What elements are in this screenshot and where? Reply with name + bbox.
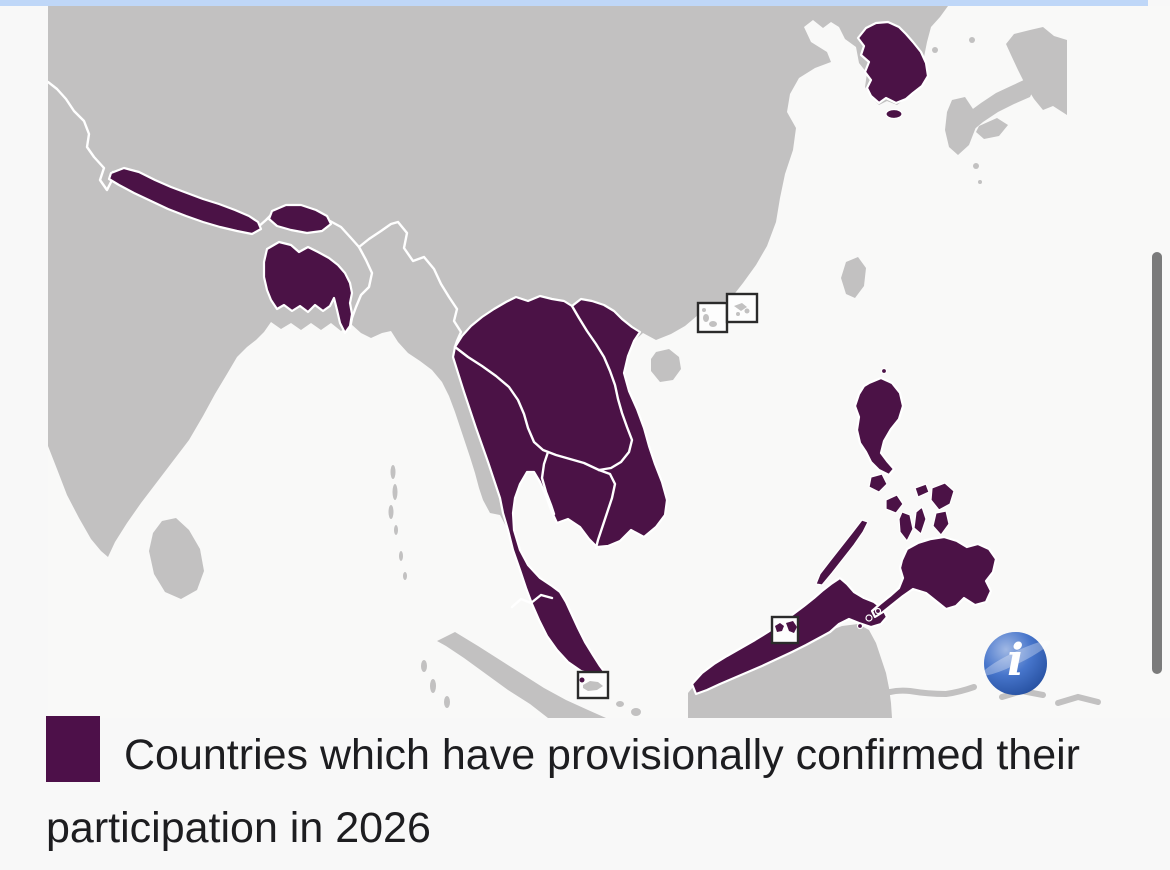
region-nepal <box>107 166 263 236</box>
region-south-korea <box>856 20 930 105</box>
nicobar-island <box>399 551 403 561</box>
border-cambodia-vietnam <box>594 468 617 550</box>
participation-map[interactable] <box>48 6 1170 718</box>
region-hainan <box>651 349 681 382</box>
region-japan-shikoku <box>976 118 1008 139</box>
sulu-island <box>874 607 882 615</box>
andaman-island <box>394 525 398 535</box>
region-indochina-thailand-laos-vietnam-cambodia-malaysia <box>451 294 669 679</box>
macau-islet <box>703 314 709 322</box>
border-thailand-malaysia <box>510 593 554 609</box>
island-speck <box>969 37 975 43</box>
region-jeju <box>885 108 903 120</box>
border-pakistan-india <box>48 80 115 192</box>
andaman-island <box>390 465 396 479</box>
macau-islet <box>709 321 717 327</box>
region-cebu <box>913 506 927 535</box>
top-progress-bar <box>0 0 1148 6</box>
sulu-island <box>865 614 873 622</box>
map-legend: Countries which have provisionally confi… <box>46 716 1126 865</box>
island-speck <box>421 660 427 672</box>
inset-highlights <box>579 621 797 683</box>
region-masbate <box>914 483 930 498</box>
border-cambodia-thailand <box>540 450 556 516</box>
info-icon-glyph: i <box>1007 635 1024 686</box>
region-luzon <box>853 376 905 477</box>
island-speck <box>616 701 624 707</box>
island-speck <box>430 679 436 693</box>
inset-contents <box>583 303 750 691</box>
region-leyte <box>932 510 950 536</box>
legend-label: Countries which have provisionally confi… <box>46 731 1080 852</box>
region-japan-kyushu <box>945 97 976 155</box>
inset-box-macau <box>696 301 729 334</box>
region-samar <box>930 482 955 511</box>
region-bangladesh <box>262 240 354 335</box>
country-borders <box>48 80 463 349</box>
region-palawan <box>815 519 869 586</box>
info-icon[interactable]: i <box>979 632 1053 695</box>
island-speck <box>444 696 450 708</box>
andaman-island <box>392 484 398 500</box>
region-kalimantan <box>688 624 892 718</box>
indochina-borders <box>453 304 634 609</box>
region-sumatra <box>437 632 606 718</box>
brunei-west <box>775 623 784 632</box>
region-bhutan <box>267 203 333 235</box>
island-tsushima <box>932 47 938 53</box>
nicobar-island <box>403 572 407 580</box>
singapore-island <box>583 681 603 691</box>
border-himalaya-east <box>328 219 463 349</box>
island-speck <box>631 708 641 716</box>
legend-swatch <box>46 716 100 782</box>
island-speck <box>978 180 982 184</box>
region-mindoro <box>868 473 888 493</box>
brunei-east <box>786 621 797 633</box>
sulu-island <box>856 622 864 630</box>
andaman-island <box>388 505 394 519</box>
region-mindanao <box>870 535 998 619</box>
macau-islet <box>702 308 706 312</box>
region-sri-lanka <box>149 518 204 599</box>
region-japan-north <box>1006 27 1067 115</box>
island-speck <box>973 163 979 169</box>
hong-kong-islet <box>734 303 747 311</box>
singapore-dot <box>579 677 585 683</box>
region-panay <box>885 494 904 514</box>
scrollbar-thumb[interactable] <box>1152 252 1162 674</box>
border-laos-thailand <box>453 345 601 472</box>
hong-kong-islet <box>744 308 750 314</box>
hong-kong-islet <box>736 312 740 316</box>
region-taiwan <box>841 257 866 298</box>
border-laos-vietnam <box>570 304 634 472</box>
babuyan-island <box>880 367 888 375</box>
region-negros <box>898 511 914 542</box>
